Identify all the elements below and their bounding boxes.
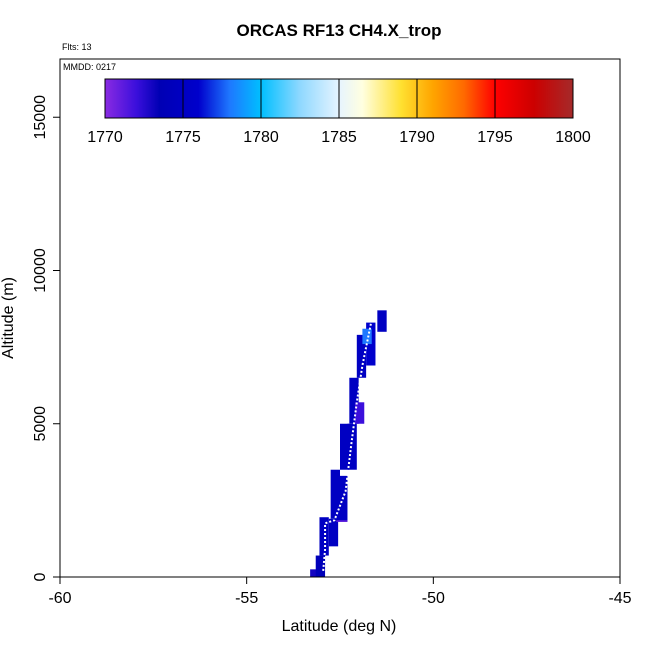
data-block (354, 402, 365, 424)
date-note: MMDD: 0217 (63, 62, 116, 72)
data-block (319, 517, 329, 556)
x-tick-label: -50 (422, 590, 445, 607)
flight-track-line (322, 319, 373, 571)
colorbar-tick-label: 1780 (243, 129, 279, 146)
data-block (336, 520, 348, 522)
y-tick-label: 15000 (32, 95, 49, 140)
colorbar-tick-label: 1800 (555, 129, 591, 146)
x-axis: -60 -55 -50 -45 (48, 577, 632, 607)
x-axis-label: Latitude (deg N) (282, 618, 397, 635)
data-block (347, 423, 357, 470)
colorbar-tick-label: 1795 (477, 129, 513, 146)
flight-track (322, 319, 373, 571)
colorbar: 1770 1775 1780 1785 1790 1795 1800 (87, 78, 591, 146)
data-block (315, 555, 326, 577)
chart-title: ORCAS RF13 CH4.X_trop (237, 21, 442, 40)
data-block (349, 377, 359, 424)
data-block (362, 328, 372, 345)
x-tick-label: -45 (608, 590, 631, 607)
data-block (377, 310, 387, 332)
x-tick-label: -55 (235, 590, 258, 607)
y-axis: 0 5000 10000 15000 (32, 95, 60, 581)
y-tick-label: 5000 (32, 406, 49, 442)
data-block (328, 518, 339, 547)
colorbar-tick-label: 1770 (87, 129, 123, 146)
plot-frame (59, 58, 621, 578)
data-block (340, 423, 350, 470)
colorbar-tick-label: 1785 (321, 129, 357, 146)
y-tick-label: 0 (32, 572, 49, 581)
data-block (356, 334, 367, 378)
data-blocks (310, 310, 387, 577)
data-block (330, 469, 340, 519)
data-block (310, 569, 320, 577)
y-axis-label: Altitude (m) (0, 277, 17, 359)
y-tick-label: 10000 (32, 248, 49, 293)
x-tick-label: -60 (48, 590, 71, 607)
colorbar-ticks: 1770 1775 1780 1785 1790 1795 1800 (87, 79, 591, 146)
colorbar-tick-label: 1775 (165, 129, 201, 146)
colorbar-tick-label: 1790 (399, 129, 435, 146)
flights-note: Flts: 13 (62, 42, 92, 52)
